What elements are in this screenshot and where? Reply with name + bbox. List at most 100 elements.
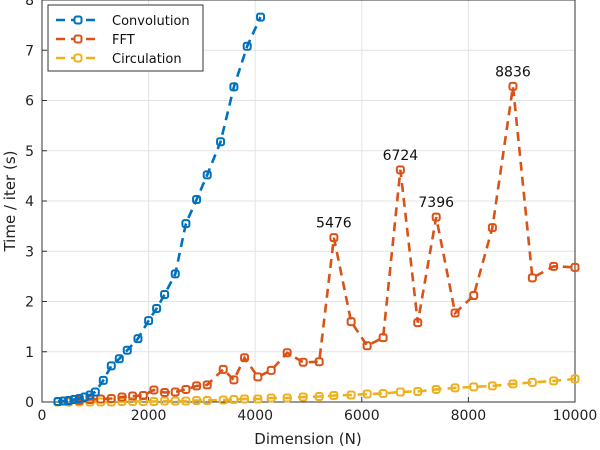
y-tick-label: 3	[25, 244, 34, 260]
data-point	[160, 289, 170, 299]
data-point	[202, 380, 212, 390]
data-point	[362, 389, 372, 399]
y-tick-label: 8	[25, 0, 34, 9]
data-point	[181, 384, 191, 394]
data-point	[138, 390, 148, 400]
series-fft	[53, 81, 580, 406]
data-point	[469, 290, 479, 300]
data-point	[395, 387, 405, 397]
data-point	[253, 394, 263, 404]
data-point	[508, 379, 518, 389]
peak-annotation: 5476	[316, 216, 352, 232]
data-point	[192, 194, 202, 204]
legend-swatch-marker	[73, 15, 83, 25]
data-point	[487, 223, 497, 233]
peak-annotation: 7396	[418, 195, 454, 211]
y-axis-label: Time / iter (s)	[1, 150, 19, 252]
data-point	[58, 396, 68, 406]
x-tick-label: 0	[38, 408, 47, 424]
data-point	[181, 219, 191, 229]
series-line-circulation	[58, 377, 576, 404]
series-line-convolution	[57, 16, 262, 403]
data-point	[114, 354, 124, 364]
data-point	[80, 392, 90, 402]
data-point	[98, 375, 108, 385]
data-point	[96, 394, 106, 404]
data-point	[253, 372, 263, 382]
data-point	[216, 137, 226, 147]
data-point	[413, 386, 423, 396]
data-point	[508, 81, 518, 91]
data-point	[431, 384, 441, 394]
data-point	[128, 391, 138, 401]
data-point	[117, 392, 127, 402]
data-point	[181, 396, 191, 406]
data-point	[90, 387, 100, 397]
peak-annotation: 8836	[495, 64, 531, 80]
data-point	[450, 383, 460, 393]
data-point	[170, 387, 180, 397]
data-point	[298, 357, 308, 367]
peak-annotation: 6724	[383, 148, 419, 164]
series-circulation	[53, 374, 580, 407]
data-point	[362, 341, 372, 351]
data-point	[202, 170, 212, 180]
series-line-fft	[57, 86, 576, 403]
data-point	[570, 374, 580, 384]
x-tick-label: 4000	[237, 408, 273, 424]
data-point	[229, 394, 239, 404]
x-tick-label: 2000	[131, 408, 167, 424]
x-tick-label: 10000	[553, 408, 598, 424]
annotations: 5476 6724 7396 8836	[316, 64, 531, 231]
data-point	[229, 82, 239, 92]
y-tick-label: 6	[25, 94, 34, 110]
data-point	[64, 395, 74, 405]
y-tick-label: 7	[25, 43, 34, 59]
data-point	[266, 393, 276, 403]
data-point	[298, 392, 308, 402]
data-point	[329, 390, 339, 400]
legend-entry-fft: FFT	[56, 33, 135, 48]
data-point	[240, 394, 250, 404]
data-point	[469, 382, 479, 392]
y-tick-label: 2	[25, 295, 34, 311]
data-point	[282, 393, 292, 403]
data-point	[527, 273, 537, 283]
data-point	[431, 212, 441, 222]
legend-entry-convolution: Convolution	[56, 14, 190, 29]
x-axis-label: Dimension (N)	[254, 430, 361, 448]
data-point	[329, 233, 339, 243]
data-point	[549, 261, 559, 271]
data-point	[53, 396, 63, 406]
data-point	[192, 381, 202, 391]
data-point	[160, 396, 170, 406]
data-point	[170, 396, 180, 406]
data-point	[242, 41, 252, 51]
data-point	[346, 317, 356, 327]
legend-label: Convolution	[112, 14, 190, 29]
y-tick-label: 0	[25, 395, 34, 411]
data-point	[122, 345, 132, 355]
x-tick-label: 8000	[451, 408, 487, 424]
data-point	[74, 393, 84, 403]
data-point	[106, 393, 116, 403]
legend-label: FFT	[112, 33, 135, 48]
data-point	[570, 262, 580, 272]
data-point	[192, 395, 202, 405]
series-convolution	[53, 12, 266, 406]
y-tick-label: 4	[25, 194, 34, 210]
data-point	[395, 165, 405, 175]
data-point	[218, 395, 228, 405]
data-point	[378, 388, 388, 398]
data-point	[240, 353, 250, 363]
data-point	[144, 316, 154, 326]
data-point	[378, 333, 388, 343]
data-point	[128, 396, 138, 406]
data-point	[266, 365, 276, 375]
data-point	[487, 381, 497, 391]
axis-ticks: 0 2000 4000 6000 8000 10000 0 1 2 3 4 5 6 7 8	[25, 0, 597, 424]
data-point	[106, 361, 116, 371]
data-point	[549, 376, 559, 386]
data-point	[256, 12, 266, 22]
